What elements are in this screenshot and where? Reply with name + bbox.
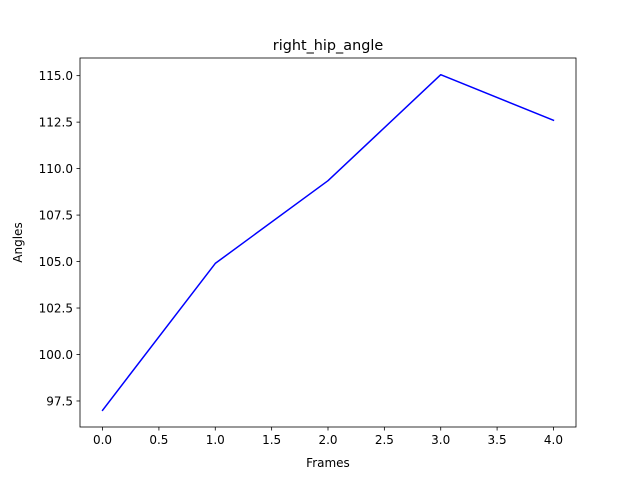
plot-area-frame xyxy=(79,57,577,428)
y-tick-label: 102.5 xyxy=(39,301,73,315)
x-axis-label: Frames xyxy=(306,456,350,470)
y-axis-label: Angles xyxy=(11,222,25,262)
series-line-0 xyxy=(101,73,555,412)
y-tick-label: 97.5 xyxy=(46,394,73,408)
y-tick-label: 112.5 xyxy=(39,115,73,129)
y-tick-label: 105.0 xyxy=(39,255,73,269)
y-tick-label: 107.5 xyxy=(39,208,73,222)
x-tick-label: 1.5 xyxy=(262,433,281,447)
chart-title: right_hip_angle xyxy=(273,38,384,54)
x-tick-label: 2.0 xyxy=(318,433,337,447)
x-tick-label: 0.5 xyxy=(149,433,168,447)
x-tick-label: 4.0 xyxy=(544,433,563,447)
x-tick-label: 3.5 xyxy=(488,433,507,447)
x-tick-label: 0.0 xyxy=(93,433,112,447)
x-axis: 0.0 0.5 1.0 1.5 2.0 2.5 3.0 3.5 4.0 xyxy=(93,427,563,447)
x-tick-label: 2.5 xyxy=(375,433,394,447)
y-axis: 97.5 100.0 102.5 105.0 107.5 110.0 112.5 115.0 xyxy=(39,69,80,408)
y-tick-label: 100.0 xyxy=(39,348,73,362)
series-layer xyxy=(101,73,555,412)
y-tick-label: 110.0 xyxy=(39,162,73,176)
x-tick-label: 3.0 xyxy=(431,433,450,447)
y-tick-label: 115.0 xyxy=(39,69,73,83)
x-tick-label: 1.0 xyxy=(206,433,225,447)
